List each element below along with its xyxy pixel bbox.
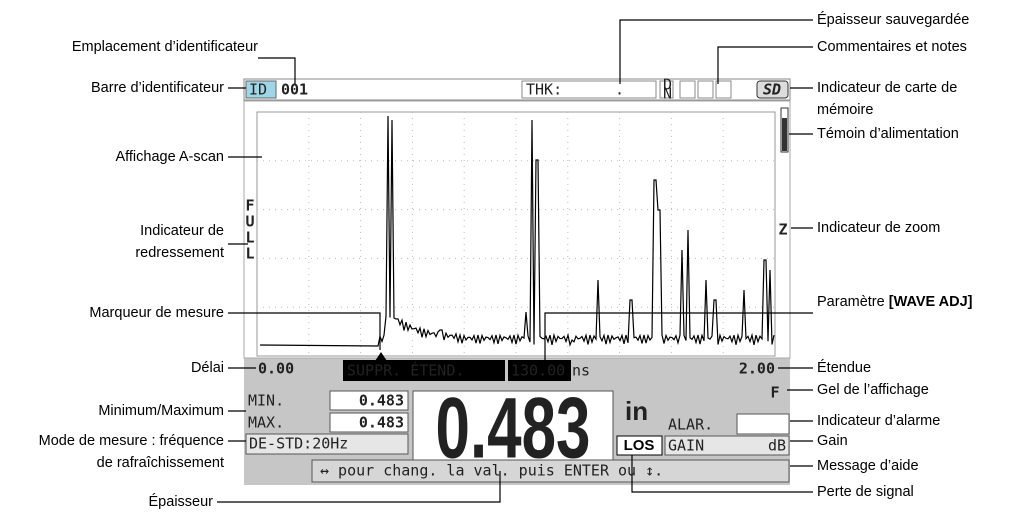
alarm-label: ALAR. bbox=[668, 416, 713, 434]
callout-label: Marqueur de mesure bbox=[89, 305, 224, 321]
delay: 0.00 bbox=[258, 360, 294, 378]
freeze: F bbox=[770, 384, 779, 402]
gain-label: GAIN bbox=[668, 437, 704, 455]
dn-letter: N bbox=[663, 85, 672, 103]
gain-unit: dB bbox=[768, 437, 786, 455]
leader-line bbox=[718, 47, 813, 84]
callout-label: de rafraîchissement bbox=[97, 455, 224, 471]
note-box bbox=[698, 81, 713, 98]
range: 2.00 bbox=[739, 360, 775, 378]
callout-label: Mode de mesure : fréquence bbox=[39, 433, 224, 449]
callout-label: Indicateur de carte de bbox=[817, 80, 957, 96]
callout-label: Épaisseur sauvegardée bbox=[817, 11, 969, 28]
callout-label: Perte de signal bbox=[817, 484, 914, 500]
id-label: ID bbox=[249, 81, 267, 99]
callout-label: Message d’aide bbox=[817, 458, 919, 474]
callout-label: Gain bbox=[817, 433, 848, 449]
callout-label: Commentaires et notes bbox=[817, 39, 967, 55]
note-box bbox=[680, 81, 695, 98]
min-value: 0.483 bbox=[359, 392, 404, 410]
sd-label: SD bbox=[763, 81, 781, 99]
callout-label: Barre d’identificateur bbox=[91, 80, 224, 96]
callout-label: redressement bbox=[135, 245, 224, 261]
suppr-label: SUPPR. ÉTEND. bbox=[347, 361, 464, 380]
help-message: ↔ pour chang. la val. puis ENTER ou ↕. bbox=[320, 462, 663, 480]
battery-level bbox=[782, 118, 787, 151]
callout-label: Gel de l’affichage bbox=[817, 382, 929, 398]
leader-line bbox=[620, 20, 813, 84]
callout-label: Paramètre [WAVE ADJ] bbox=[817, 294, 973, 310]
max-value: 0.483 bbox=[359, 414, 404, 432]
callout-label: Indicateur de zoom bbox=[817, 220, 940, 236]
zoom-indicator: Z bbox=[778, 221, 787, 239]
callout-label: Indicateur d’alarme bbox=[817, 413, 940, 429]
callout-label: Délai bbox=[191, 360, 224, 376]
callout-label: mémoire bbox=[817, 102, 873, 118]
wave-adj-unit: ns bbox=[572, 362, 590, 380]
diagram: ID 001 THK: . D N SD F U L L Z 0.00 SUPP… bbox=[0, 0, 1009, 513]
thk-label: THK: bbox=[526, 81, 562, 99]
min-label: MIN. bbox=[248, 392, 284, 410]
callout-label: Indicateur de bbox=[140, 223, 224, 239]
callout-label: Affichage A-scan bbox=[115, 149, 224, 165]
callout-label-bold: [WAVE ADJ] bbox=[889, 294, 973, 310]
mode: DE-STD:20Hz bbox=[249, 435, 348, 453]
unit: in bbox=[625, 396, 648, 426]
callout-label: Témoin d’alimentation bbox=[817, 126, 959, 142]
callout-label: Épaisseur bbox=[149, 493, 214, 510]
los: LOS bbox=[624, 437, 655, 454]
callout-label: Minimum/Maximum bbox=[98, 403, 224, 419]
wave-adj-value: 130.00 bbox=[511, 362, 565, 380]
alarm-box bbox=[737, 414, 789, 434]
callout-label: Étendue bbox=[817, 359, 871, 376]
full-letter: L bbox=[245, 245, 254, 263]
device-screen: ID 001 THK: . D N SD F U L L Z 0.00 SUPP… bbox=[244, 76, 790, 486]
max-label: MAX. bbox=[248, 414, 284, 432]
callout-label: Emplacement d’identificateur bbox=[72, 39, 258, 55]
